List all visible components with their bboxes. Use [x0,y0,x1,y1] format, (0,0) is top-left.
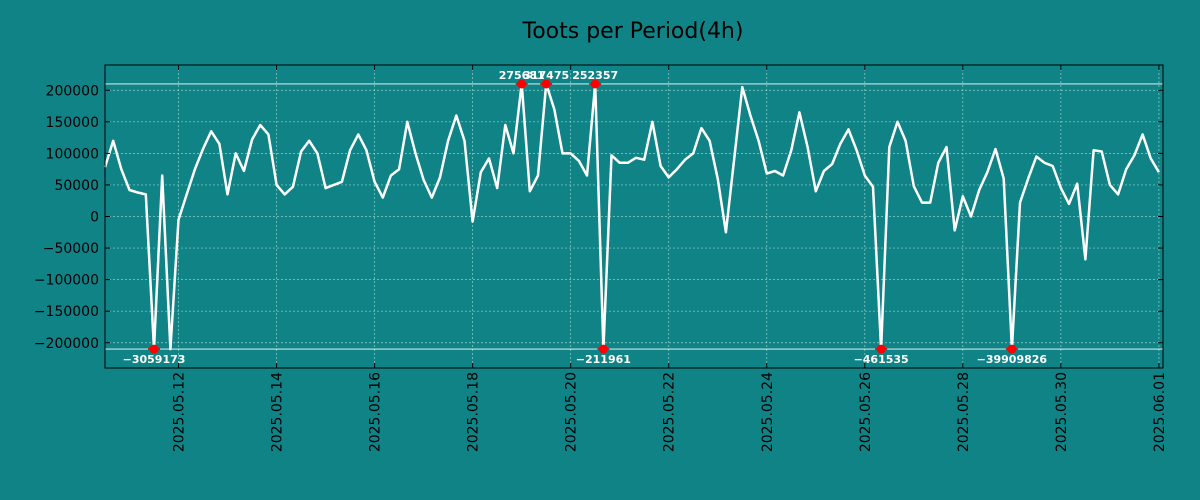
x-tick-label: 2025.06.01 [1152,372,1168,452]
series-layer [103,82,1160,351]
outlier-label: −39909826 [977,353,1048,366]
outlier-label: −461535 [854,353,909,366]
x-tick-label: 2025.05.18 [466,372,482,452]
outlier-label: −211961 [576,353,631,366]
y-tick-label: −200000 [34,336,99,352]
outlier-label: 252357 [572,69,618,82]
y-tick-label: 100000 [46,146,99,162]
x-tick-label: 2025.05.14 [270,372,286,452]
y-tick-label: −50000 [43,241,99,257]
y-tick-label: −150000 [34,304,99,320]
outlier-label: −3059173 [123,353,186,366]
y-tick-label: 150000 [46,115,99,131]
x-tick-label: 2025.05.22 [662,372,678,452]
outlier-label: 317475 [523,69,569,82]
y-tick-label: 0 [90,210,99,226]
x-tick-label: 2025.05.24 [760,372,776,452]
chart-title: Toots per Period(4h) [522,19,744,44]
x-tick-label: 2025.05.16 [368,372,384,452]
x-tick-label: 2025.05.28 [956,372,972,452]
outlier-label: 275681 [499,69,545,82]
x-tick-label: 2025.05.30 [1054,372,1070,452]
series-line [103,82,1160,351]
y-tick-label: 200000 [46,83,99,99]
x-axis: 2025.05.12 2025.05.14 2025.05.16 2025.05.18… [172,65,1168,452]
grid [105,65,1163,368]
clip-lines [105,83,1163,350]
y-tick-label: −100000 [34,273,99,289]
x-tick-label: 2025.05.12 [172,372,188,452]
y-tick-label: 50000 [54,178,99,194]
y-axis: 200000 150000 100000 50000 0 −50000 −100000 −15… [34,83,1163,352]
x-tick-label: 2025.05.26 [858,372,874,452]
x-tick-label: 2025.05.20 [564,372,580,452]
